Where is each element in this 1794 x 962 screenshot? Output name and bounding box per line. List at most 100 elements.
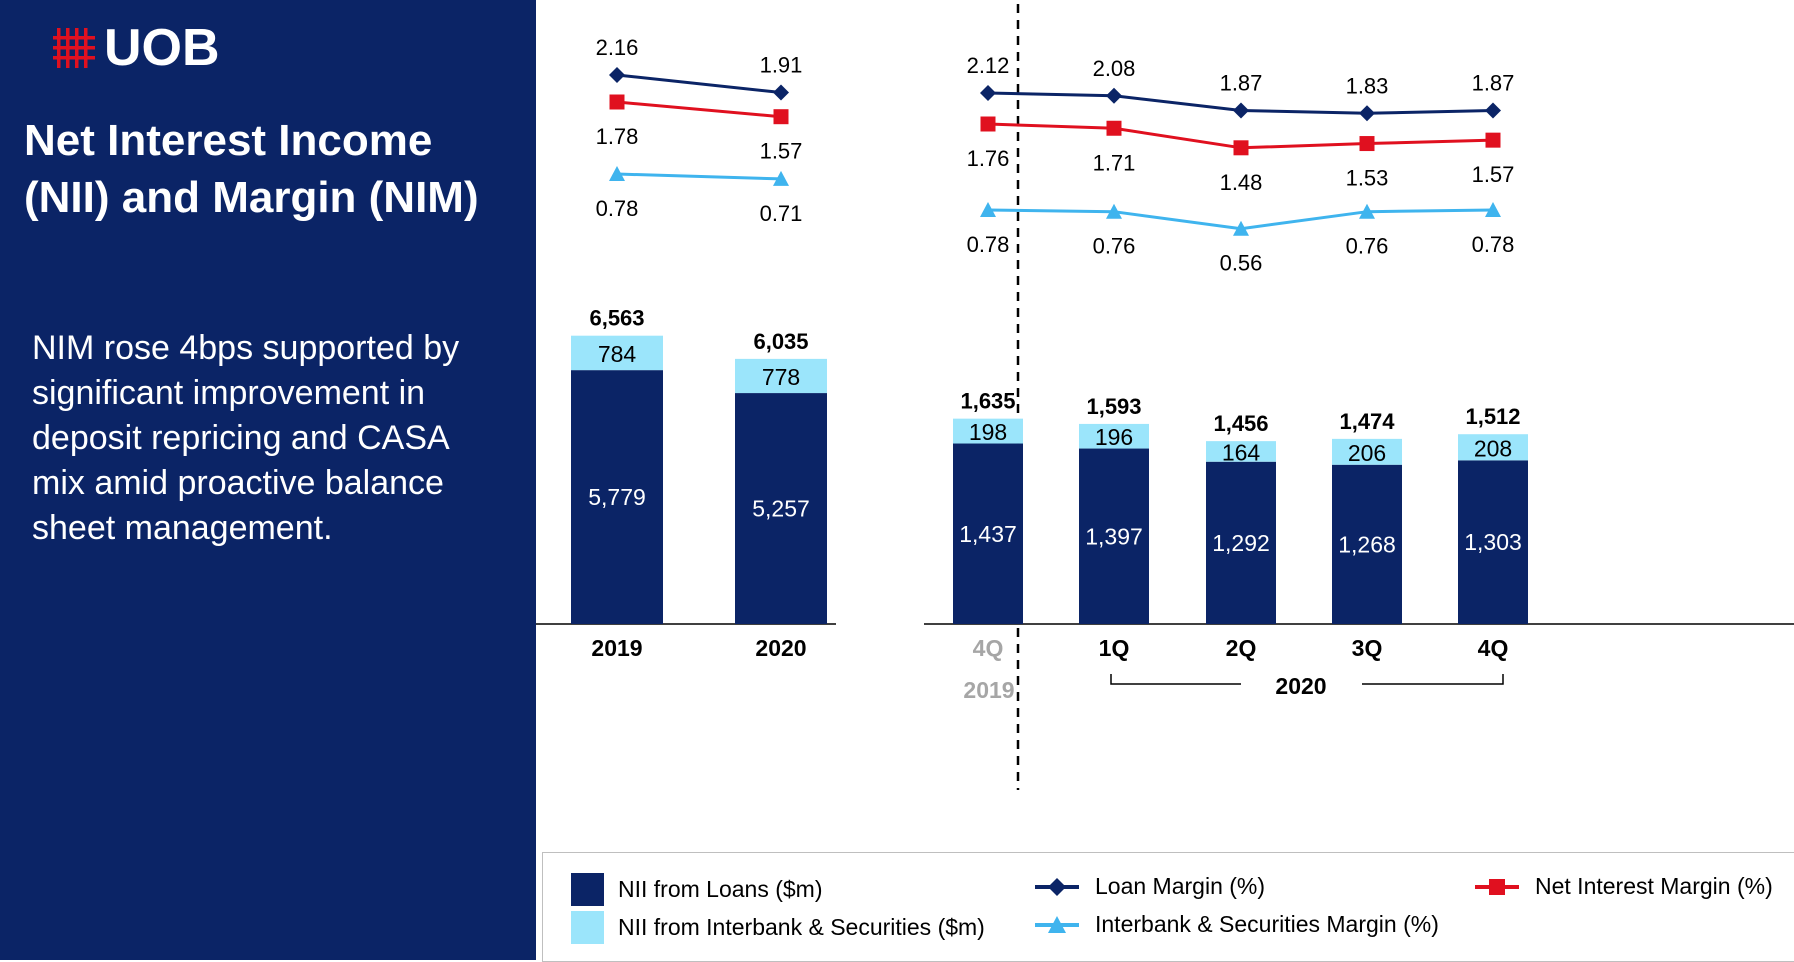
interbank-value-label: 208 — [1474, 435, 1512, 461]
total-value-label: 6,035 — [753, 329, 808, 354]
interbank-margin-marker — [1233, 220, 1249, 236]
total-value-label: 1,474 — [1339, 409, 1395, 434]
loan-margin-marker — [773, 84, 789, 101]
triangle-line-icon — [1035, 915, 1079, 933]
bar-nii-loans — [953, 443, 1023, 624]
uob-logo: UOB — [52, 18, 220, 78]
title-line-2: (NII) and Margin (NIM) — [24, 173, 479, 222]
nim-marker — [1359, 136, 1375, 152]
nim-marker — [773, 109, 789, 125]
quarterly-chart: 1,437 198 1,635 4Q 1,397 196 1,593 1Q 1,292 164 1,… — [924, 53, 1794, 703]
nim-line — [616, 100, 782, 119]
bar-nii-interbank — [1332, 438, 1402, 465]
margin-value-label: 1.78 — [596, 124, 639, 149]
margin-value-label: 0.76 — [1346, 234, 1389, 259]
interbank-margin-marker — [1485, 202, 1501, 217]
legend-item-nii-loans: NII from Loans ($m) — [571, 873, 823, 906]
nim-marker — [609, 94, 625, 110]
margin-value-label: 1.87 — [1472, 71, 1515, 96]
total-value-label: 1,593 — [1086, 394, 1141, 419]
total-value-label: 1,512 — [1465, 404, 1520, 429]
loans-value-label: 1,303 — [1464, 529, 1522, 555]
x-tick-label: 1Q — [1099, 635, 1130, 661]
interbank-margin-marker — [1106, 203, 1122, 219]
legend-label: Loan Margin (%) — [1095, 873, 1266, 899]
bar-nii-interbank — [571, 335, 663, 371]
uob-emblem-icon — [52, 26, 96, 70]
loans-value-label: 1,437 — [959, 521, 1017, 547]
x-tick-label: 2019 — [591, 635, 642, 661]
x-tick-label: 2020 — [755, 635, 806, 661]
sidebar-panel: UOB Net Interest Income (NII) and Margin… — [0, 0, 536, 960]
legend-item-nim: Net Interest Margin (%) — [1473, 873, 1773, 900]
margin-value-label: 1.48 — [1220, 170, 1263, 195]
nim-marker — [1233, 140, 1249, 156]
bar-nii-interbank — [735, 358, 827, 394]
interbank-margin-marker — [773, 170, 789, 186]
margin-value-label: 1.57 — [1472, 162, 1515, 187]
charts-area: 5,779 784 6,563 2019 5,257 778 6,035 2020 2.16 1.… — [536, 4, 1794, 790]
loans-value-label: 1,292 — [1212, 530, 1270, 556]
bar-nii-loans — [735, 393, 827, 624]
legend-item-nii-interbank: NII from Interbank & Securities ($m) — [571, 911, 985, 944]
square-line-icon — [1475, 878, 1519, 895]
margin-value-label: 0.71 — [760, 201, 803, 226]
total-value-label: 1,456 — [1213, 411, 1268, 436]
legend: NII from Loans ($m) NII from Interbank &… — [542, 852, 1794, 962]
x-tick-label: 2Q — [1226, 635, 1257, 661]
loan-margin-marker — [609, 67, 625, 83]
bar-nii-interbank — [953, 418, 1023, 444]
margin-value-label: 1.87 — [1220, 71, 1263, 96]
legend-item-loan-margin: Loan Margin (%) — [1033, 873, 1265, 900]
loans-value-label: 1,397 — [1085, 523, 1143, 549]
annual-chart: 5,779 784 6,563 2019 5,257 778 6,035 2020 2.16 1.… — [536, 35, 836, 661]
x-tick-label: 4Q — [1478, 635, 1509, 661]
loans-value-label: 5,779 — [588, 484, 646, 510]
interbank-value-label: 198 — [969, 419, 1007, 445]
margin-value-label: 2.08 — [1093, 56, 1136, 81]
legend-label: Net Interest Margin (%) — [1535, 873, 1773, 899]
legend-label: NII from Interbank & Securities ($m) — [618, 914, 985, 940]
legend-item-interbank-margin: Interbank & Securities Margin (%) — [1033, 911, 1439, 938]
loan-margin-marker — [1359, 105, 1375, 122]
navy-swatch-icon — [571, 873, 604, 906]
nim-marker — [1485, 132, 1501, 148]
margin-value-label: 0.78 — [967, 232, 1010, 257]
period-bracket-left — [1110, 674, 1241, 685]
margin-value-label: 2.16 — [596, 35, 639, 60]
interbank-margin-marker — [1359, 203, 1375, 219]
nim-marker — [980, 116, 996, 132]
margin-value-label: 0.56 — [1220, 251, 1263, 276]
diamond-line-icon — [1035, 877, 1079, 896]
interbank-value-label: 196 — [1095, 424, 1133, 450]
loan-margin-line — [616, 73, 782, 94]
legend-label: Interbank & Securities Margin (%) — [1095, 911, 1439, 937]
interbank-margin-marker — [609, 166, 625, 181]
nim-marker — [1106, 120, 1122, 136]
margin-value-label: 2.12 — [967, 53, 1010, 78]
interbank-value-label: 206 — [1348, 440, 1386, 466]
bar-nii-loans — [571, 370, 663, 624]
x-tick-label: 3Q — [1352, 635, 1383, 661]
light-blue-swatch-icon — [571, 911, 604, 944]
margin-value-label: 1.71 — [1093, 150, 1136, 175]
brand-name: UOB — [104, 19, 220, 77]
margin-value-label: 1.57 — [760, 139, 803, 164]
bar-nii-loans — [1458, 460, 1528, 624]
bar-nii-loans — [1332, 464, 1402, 624]
period-label-2020: 2020 — [1275, 673, 1326, 699]
bar-nii-loans — [1206, 461, 1276, 624]
interbank-value-label: 164 — [1222, 439, 1261, 465]
margin-value-label: 1.91 — [760, 53, 803, 78]
margin-value-label: 0.76 — [1093, 234, 1136, 259]
loan-margin-marker — [1485, 102, 1501, 119]
margin-value-label: 0.78 — [1472, 232, 1515, 257]
loan-margin-marker — [980, 85, 996, 101]
bar-nii-interbank — [1206, 441, 1276, 462]
page-title: Net Interest Income (NII) and Margin (NI… — [24, 112, 534, 226]
bar-nii-interbank — [1079, 423, 1149, 449]
x-tick-label: 4Q — [973, 635, 1004, 661]
bar-nii-interbank — [1458, 434, 1528, 461]
margin-value-label: 1.76 — [967, 146, 1010, 171]
margin-value-label: 1.53 — [1346, 166, 1389, 191]
